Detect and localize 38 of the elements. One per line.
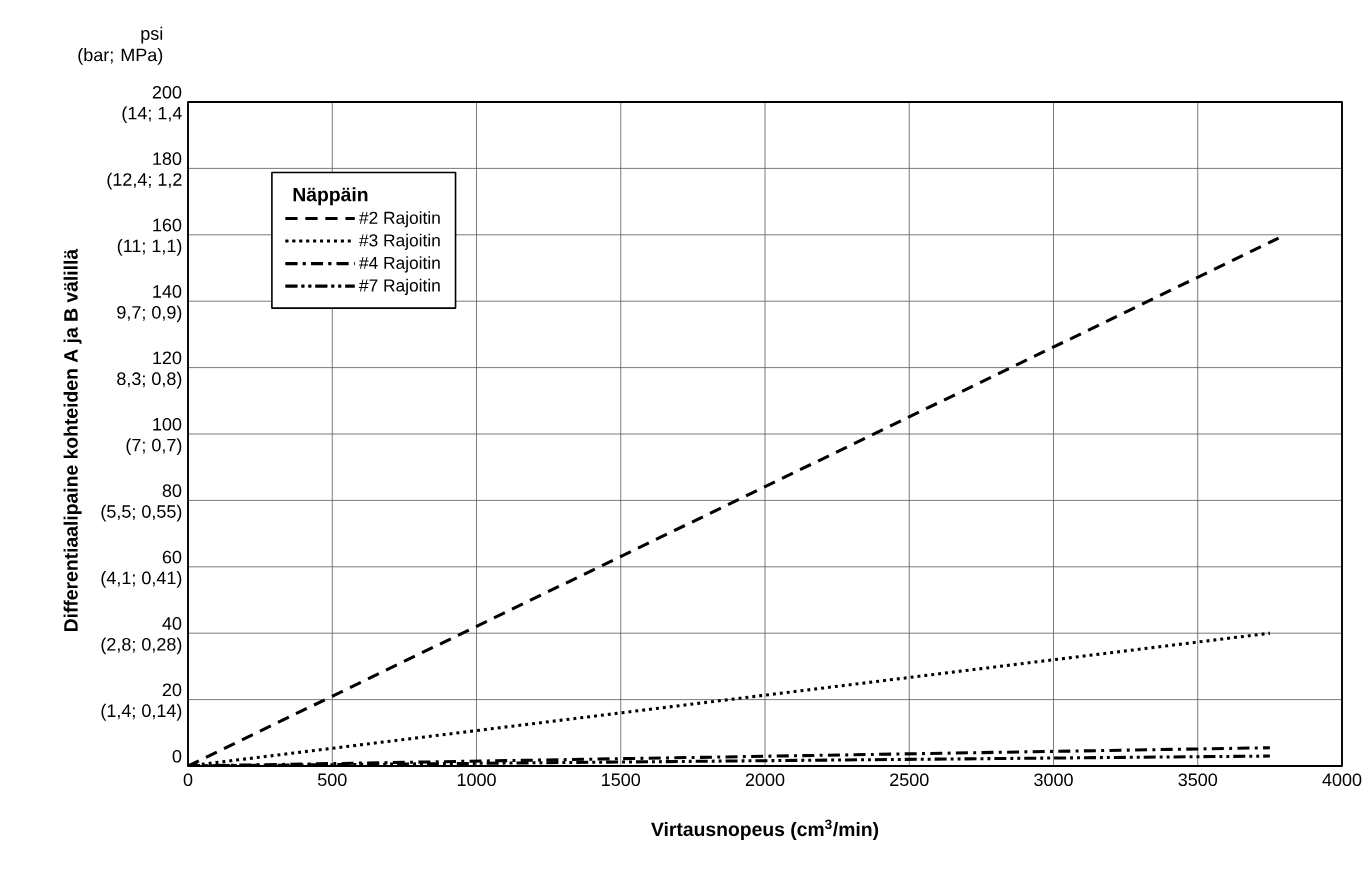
y-tick-label: 80 (162, 484, 182, 498)
y-tick-label: 160 (153, 218, 182, 232)
legend-label: #4 Rajoitin (359, 256, 440, 273)
y-tick-label: 200 (152, 85, 182, 99)
x-tick-label: 1000 (457, 773, 496, 787)
x-tick-label: 4000 (1322, 773, 1362, 787)
text: (7; 0,7) (126, 438, 182, 456)
text: (14; 1,4 (122, 106, 182, 124)
text: (2,8; 0,28) (101, 637, 182, 655)
y-tick-label: 60 (162, 550, 182, 564)
y-tick-label: 140 (153, 285, 182, 298)
text: (4,1; 0,41) (101, 571, 182, 588)
text: psi (bar; MPa) (78, 26, 163, 65)
text: (12,4; 1,2 (107, 172, 182, 190)
y-axis-title: Differentiaalipaine kohteiden A ja B välillä (63, 248, 82, 632)
y-tick-label: 180 (153, 152, 182, 166)
y-tick-label: 20 (162, 683, 182, 697)
x-tick-label: 2500 (890, 773, 929, 787)
text: 9,7; 0,9) (117, 305, 182, 323)
text: (1,4; 0,14) (101, 703, 182, 721)
x-tick-label: 500 (317, 773, 347, 787)
text: (11; 1,1) (117, 239, 182, 256)
y-tick-label: 120 (153, 351, 182, 365)
y-tick-label: 40 (162, 617, 182, 630)
x-tick-label: 1500 (602, 773, 641, 787)
legend-label: #2 Rajoitin (359, 211, 440, 228)
legend-title: Näppäin (293, 187, 368, 206)
legend-label: #3 Rajoitin (359, 233, 440, 250)
legend-label: #7 Rajoitin (359, 278, 440, 296)
x-tick-label: 3500 (1178, 773, 1218, 787)
x-tick-label: 3000 (1034, 773, 1073, 787)
y-tick-label: 0 (172, 749, 182, 763)
text: 8,3; 0,8) (117, 371, 182, 389)
y-tick-label: 100 (153, 417, 182, 431)
text: (5,5; 0,55) (101, 504, 182, 522)
x-tick-label: 0 (183, 773, 193, 787)
x-tick-label: 2000 (745, 773, 785, 787)
x-axis-title: Virtausnopeus (cm$^{3}$/min) (651, 819, 879, 840)
